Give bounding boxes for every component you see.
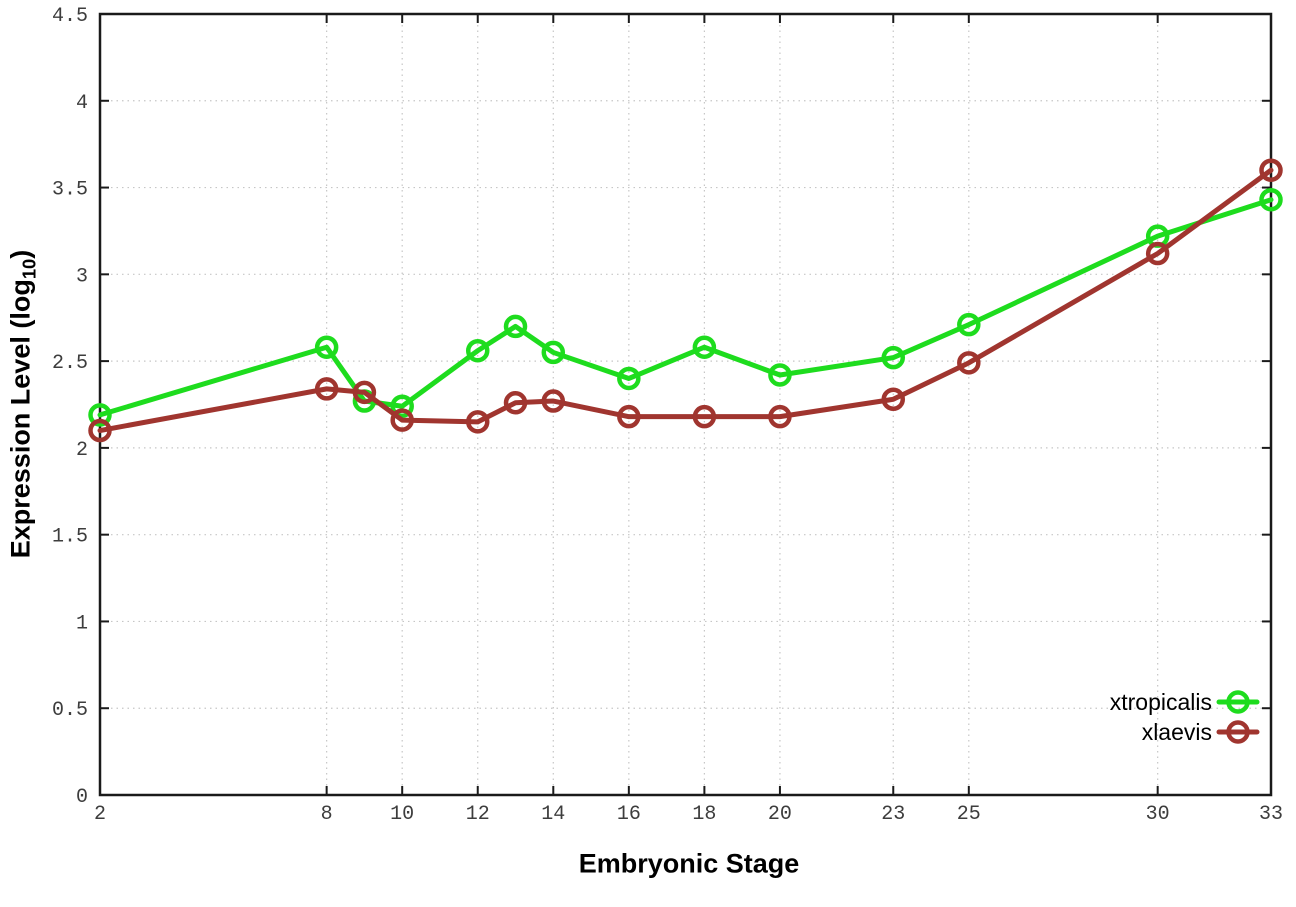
y-axis-tick-label: 2 xyxy=(76,439,88,462)
data-point-xtropicalis xyxy=(390,394,414,418)
x-axis-tick-label: 33 xyxy=(1259,803,1283,826)
x-axis-tick-label: 2 xyxy=(94,803,106,826)
data-point-xtropicalis xyxy=(768,363,792,387)
plot-border xyxy=(98,12,1273,797)
x-axis-tick-label: 14 xyxy=(541,803,565,826)
data-point-xlaevis xyxy=(352,380,377,405)
x-axis-tick-label: 16 xyxy=(617,803,641,826)
x-axis-tick-label: 30 xyxy=(1146,803,1170,826)
data-point-xtropicalis xyxy=(541,340,566,365)
data-point-xlaevis xyxy=(768,404,792,429)
x-axis-title: Embryonic Stage xyxy=(578,848,800,879)
data-point-xtropicalis xyxy=(881,345,906,370)
data-point-xtropicalis xyxy=(957,312,981,337)
data-point-xlaevis xyxy=(88,418,112,443)
y-axis-title: Expression Level (log10) xyxy=(5,250,40,559)
x-axis-tick-label: 8 xyxy=(321,803,333,826)
x-axis-tick-label: 23 xyxy=(881,803,905,826)
data-point-xlaevis xyxy=(465,410,490,434)
y-axis-tick-label: 4 xyxy=(76,92,88,115)
data-point-xtropicalis xyxy=(465,338,490,363)
y-axis-title-subscript: 10 xyxy=(18,258,40,280)
data-point-xtropicalis xyxy=(617,366,641,391)
y-axis-tick-label: 4.5 xyxy=(52,5,88,28)
data-point-xlaevis xyxy=(314,377,339,401)
legend-label-xtropicalis: xtropicalis xyxy=(1110,689,1212,715)
series-line-xtropicalis xyxy=(97,197,1274,418)
x-axis-tick-label: 25 xyxy=(957,803,981,826)
y-axis-tick-label: 2.5 xyxy=(52,352,88,375)
y-axis-title-main: Expression Level (log xyxy=(5,279,36,559)
y-axis-tick-label: 1.5 xyxy=(52,526,88,549)
data-point-xlaevis xyxy=(390,408,414,432)
data-point-xlaevis xyxy=(1145,241,1170,266)
legend-marker-xlaevis xyxy=(1226,720,1250,744)
x-axis-tick-label: 12 xyxy=(466,803,490,826)
y-axis-tick-label: 0 xyxy=(76,786,88,809)
legend-label-xlaevis: xlaevis xyxy=(1142,719,1212,745)
data-point-xlaevis xyxy=(881,387,906,412)
y-axis-tick-label: 3 xyxy=(76,265,88,288)
y-axis-tick-label: 1 xyxy=(76,612,88,635)
y-axis-title-close: ) xyxy=(5,249,36,259)
legend-marker-xtropicalis xyxy=(1226,690,1250,714)
data-point-xtropicalis xyxy=(88,403,112,427)
data-point-xtropicalis xyxy=(692,335,717,359)
data-point-xlaevis xyxy=(1259,158,1283,182)
data-point-xlaevis xyxy=(692,404,717,429)
y-axis-tick-label: 3.5 xyxy=(52,179,88,202)
data-point-xlaevis xyxy=(541,389,566,413)
y-axis-tick-label: 0.5 xyxy=(52,699,88,722)
series-line-xlaevis xyxy=(97,167,1274,434)
data-point-xlaevis xyxy=(957,351,981,375)
data-point-xtropicalis xyxy=(314,335,339,359)
data-point-xlaevis xyxy=(503,391,528,415)
data-point-xtropicalis xyxy=(1259,187,1283,212)
data-point-xlaevis xyxy=(617,404,641,429)
x-axis-tick-label: 20 xyxy=(768,803,792,826)
x-axis-tick-label: 18 xyxy=(692,803,716,826)
x-axis-tick-label: 10 xyxy=(390,803,414,826)
data-point-xtropicalis xyxy=(503,314,528,339)
